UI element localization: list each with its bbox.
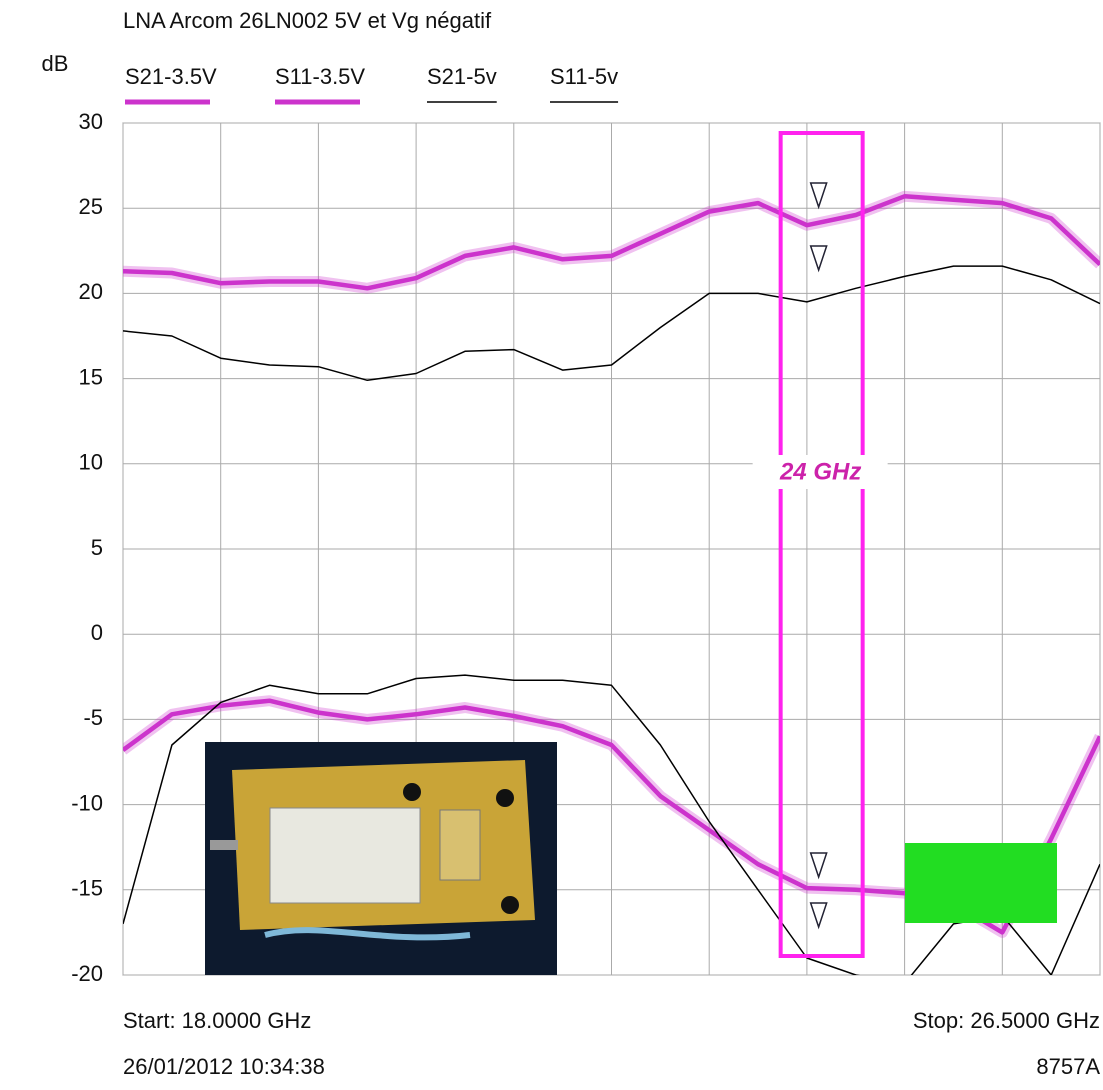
stamp xyxy=(905,843,1057,923)
y-axis-label: dB xyxy=(42,51,69,76)
photo-label xyxy=(270,808,420,903)
y-tick-label: 5 xyxy=(91,535,103,560)
annotation: 24 GHz xyxy=(779,458,861,485)
photo-connector xyxy=(440,810,480,880)
y-tick-label: -10 xyxy=(71,790,103,815)
y-tick-label: 20 xyxy=(79,279,103,304)
y-tick-label: 30 xyxy=(79,109,103,134)
legend-label: S21-5v xyxy=(427,64,497,89)
timestamp: 26/01/2012 10:34:38 xyxy=(123,1054,325,1079)
photo-hole xyxy=(501,896,519,914)
legend-label: S11-3.5V xyxy=(275,64,365,89)
instrument: 8757A xyxy=(1036,1054,1100,1079)
y-tick-label: -5 xyxy=(83,705,103,730)
y-tick-label: 10 xyxy=(79,450,103,475)
y-tick-label: 0 xyxy=(91,620,103,645)
stop-label: Stop: 26.5000 GHz xyxy=(913,1008,1100,1033)
photo-pin xyxy=(210,840,238,850)
chart-title: LNA Arcom 26LN002 5V et Vg négatif xyxy=(123,8,492,33)
chart: LNA Arcom 26LN002 5V et Vg négatif dB St… xyxy=(0,0,1103,1085)
start-label: Start: 18.0000 GHz xyxy=(123,1008,311,1033)
y-tick-label: -20 xyxy=(71,961,103,986)
photo-hole xyxy=(496,789,514,807)
y-tick-label: 25 xyxy=(79,194,103,219)
legend-label: S11-5v xyxy=(550,64,618,89)
photo-inset xyxy=(205,742,557,975)
photo-hole xyxy=(403,783,421,801)
y-tick-label: 15 xyxy=(79,364,103,389)
legend-label: S21-3.5V xyxy=(125,64,217,89)
y-tick-label: -15 xyxy=(71,876,103,901)
